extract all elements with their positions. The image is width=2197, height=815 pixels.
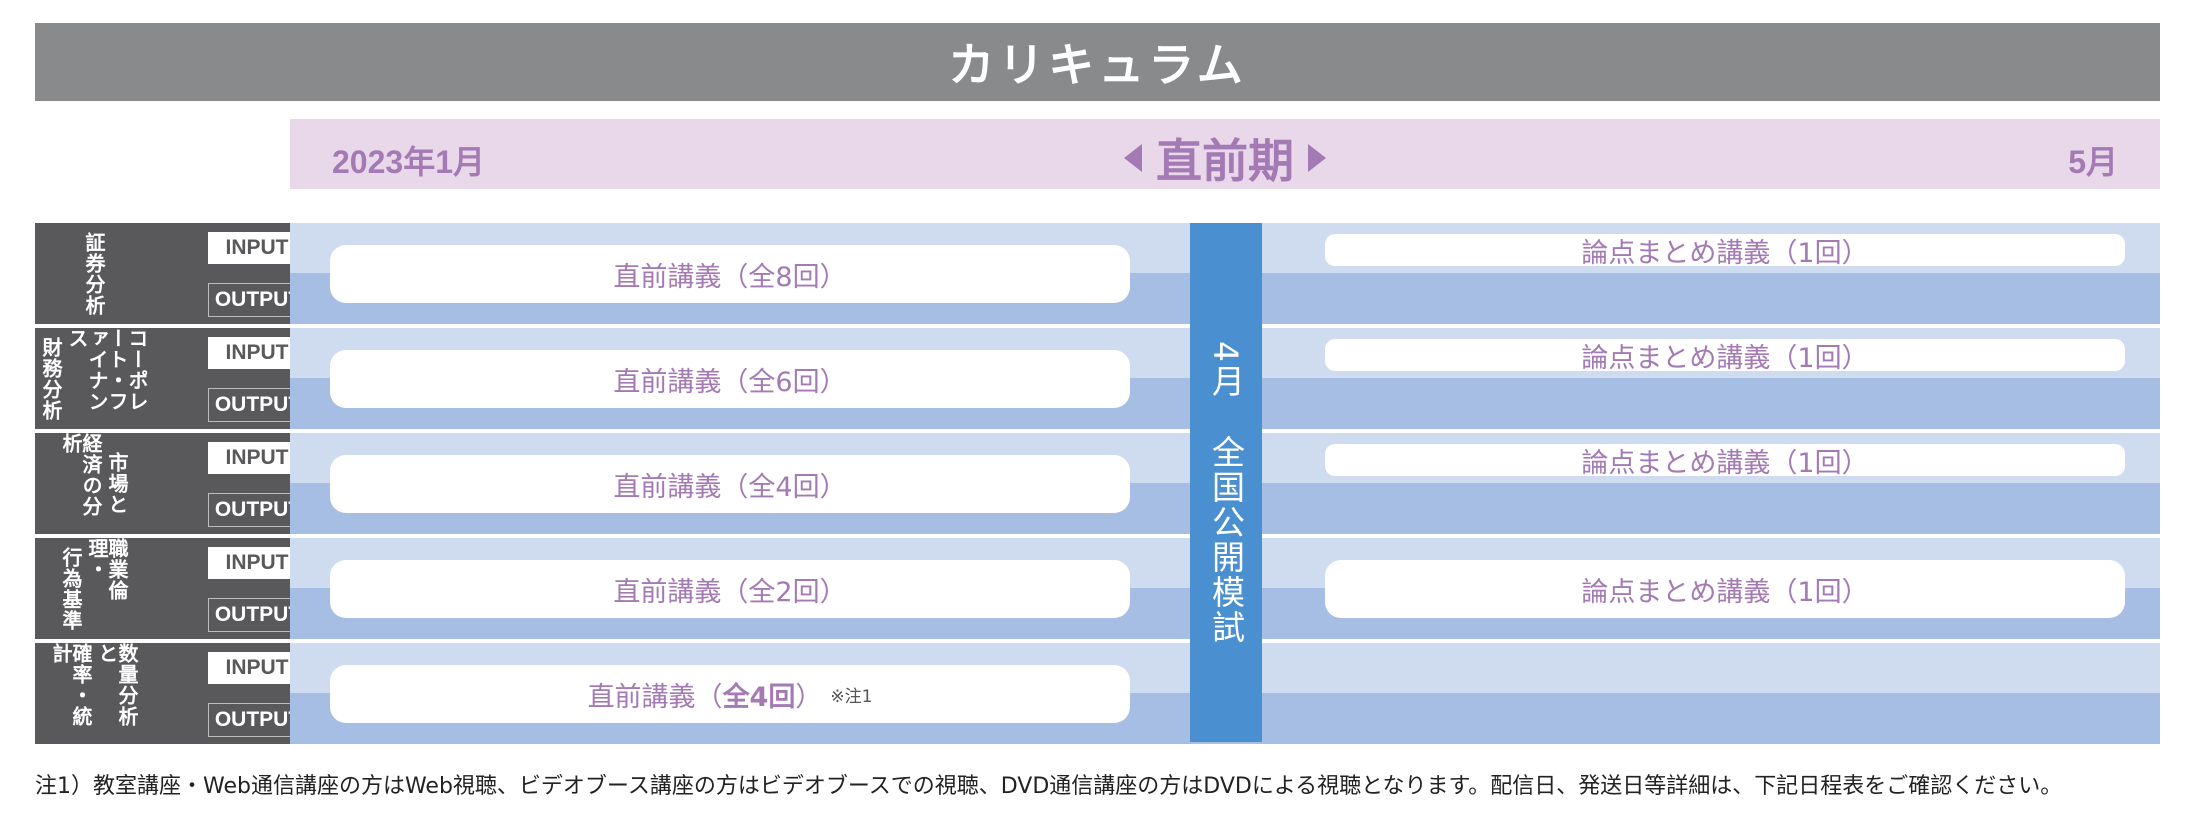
arrow-right-icon [1308,144,1326,172]
subject-label: コーポレート・ファイナンス 財務分析 [35,328,153,429]
subject-row-market-economics: 市場と 経済の分析 INPUT OUTPUT 直前講義（全4回） 論点まとめ講義… [35,433,2160,534]
subject-line: 経済の分析 [59,433,103,517]
footnote: 注1）教室講座・Web通信講座の方はWeb視聴、ビデオブース講座の方はビデオブー… [35,774,2063,799]
course-pill-left: 直前講義（ 全4回） ※注1 [330,665,1130,723]
course-pill-left: 直前講義（全4回） [330,455,1130,513]
subject-line: 証券分析 [82,231,106,316]
course-pill-right: 論点まとめ講義（1回） [1325,560,2125,618]
subject-label: 数量分析と 確率・統計 [35,643,153,744]
subject-line: 確率・統計 [49,643,93,727]
course-pill-right: 論点まとめ講義（1回） [1325,339,2125,374]
mock-exam-column: 4月 全国公開模試 [1190,223,1262,742]
mock-exam-month: 4月 [1206,341,1246,399]
title-bar: カリキュラム [35,23,2160,101]
subject-row-securities: 証券分析 INPUT OUTPUT 直前講義（全8回） 論点まとめ講義（1回） [35,223,2160,324]
course-prefix: 直前講義（ [587,681,723,713]
subject-line: 市場と [105,452,129,515]
subject-label: 証券分析 [35,223,153,324]
mock-exam-label: 全国公開模試 [1206,435,1246,645]
subject-line: 行為基準 [59,546,83,631]
input-tag: INPUT [208,442,306,474]
course-suffix: ） [795,681,823,713]
subject-label: 職業倫理・ 行為基準 [35,538,153,639]
input-tag: INPUT [208,337,306,369]
period-start: 2023年1月 [332,144,485,180]
arrow-left-icon [1124,144,1142,172]
footnote-marker: ※注1 [830,686,873,707]
period-center: 直前期 [1124,125,1326,191]
course-count: 全4回 [722,681,796,713]
course-pill-left: 直前講義（全6回） [330,350,1130,408]
subject-row-corporate-finance: コーポレート・ファイナンス 財務分析 INPUT OUTPUT 直前講義（全6回… [35,328,2160,429]
page-title: カリキュラム [948,38,1247,92]
input-tag: INPUT [208,232,306,264]
course-pill-right: 論点まとめ講義（1回） [1325,234,2125,269]
subject-row-quantitative: 数量分析と 確率・統計 INPUT OUTPUT 直前講義（ 全4回） ※注1 [35,643,2160,744]
input-tag: INPUT [208,547,306,579]
course-pill-left: 直前講義（全2回） [330,560,1130,618]
subject-row-ethics: 職業倫理・ 行為基準 INPUT OUTPUT 直前講義（全2回） 論点まとめ講… [35,538,2160,639]
course-pill-right: 論点まとめ講義（1回） [1325,444,2125,479]
subject-line: 財務分析 [39,336,63,421]
input-tag: INPUT [208,652,306,684]
subject-label: 市場と 経済の分析 [35,433,153,534]
period-label: 直前期 [1156,134,1294,188]
period-band: 2023年1月 直前期 5月 [290,119,2160,189]
subject-line: 職業倫理・ [85,538,129,601]
course-pill-left: 直前講義（全8回） [330,245,1130,303]
subject-line: 数量分析と [95,643,139,727]
period-end: 5月 [2068,144,2118,180]
subject-line: コーポレート・ファイナンス [65,328,149,412]
